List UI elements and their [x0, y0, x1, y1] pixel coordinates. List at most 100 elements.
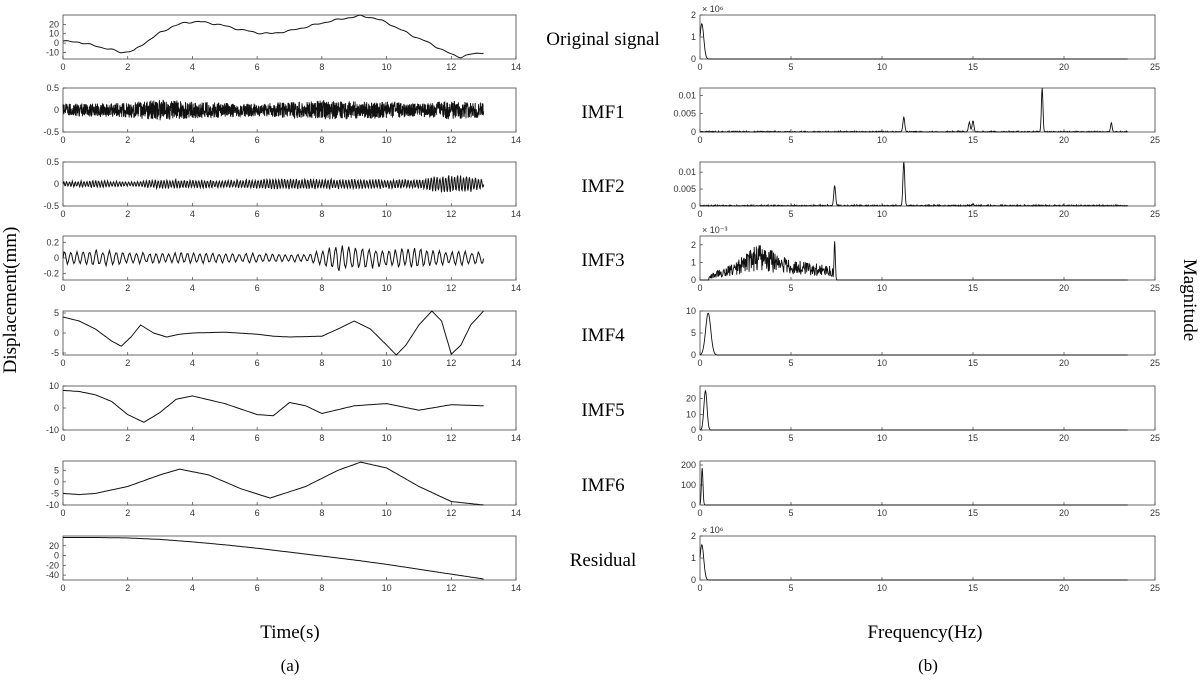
left-y-tick-label: 0	[54, 403, 59, 413]
right-x-axis-label: Frequency(Hz)	[867, 622, 982, 643]
left-x-tick-label: 2	[125, 283, 130, 293]
row-label: IMF3	[581, 250, 624, 271]
right-subplot-5: 0 5 10 15 20 25 20 10 0	[686, 385, 1160, 443]
right-plot-frame	[699, 235, 1156, 281]
right-spectrum-line	[699, 312, 1128, 356]
row-label: Residual	[570, 550, 637, 571]
left-x-tick-label: 12	[446, 209, 456, 219]
left-x-tick-label: 14	[511, 508, 521, 518]
left-x-tick-label: 10	[382, 135, 392, 145]
right-x-tick-label: 10	[877, 62, 887, 72]
left-series-line	[62, 14, 484, 59]
right-x-tick-label: 25	[1150, 508, 1160, 518]
right-plot-frame	[699, 14, 1156, 60]
right-plot-frame	[699, 460, 1156, 506]
right-spectrum-line	[699, 467, 1128, 506]
left-x-tick-label: 8	[319, 508, 324, 518]
left-x-tick-label: 6	[255, 135, 260, 145]
left-y-tick-label: -10	[46, 500, 59, 510]
right-x-tick-label: 10	[877, 583, 887, 593]
right-x-tick-label: 20	[1059, 283, 1069, 293]
left-x-tick-label: 10	[382, 209, 392, 219]
right-x-tick-label: 15	[968, 209, 978, 219]
left-y-tick-label: 0	[54, 477, 59, 487]
right-spectrum-line	[699, 87, 1128, 133]
right-x-tick-label: 15	[968, 433, 978, 443]
right-y-tick-label: 20	[686, 394, 696, 404]
right-x-tick-label: 5	[788, 433, 793, 443]
panel-label-a: (a)	[281, 656, 300, 675]
right-x-tick-label: 15	[968, 358, 978, 368]
left-x-tick-label: 10	[382, 433, 392, 443]
left-x-tick-label: 6	[255, 358, 260, 368]
right-y-tick-label: 0.005	[673, 109, 696, 119]
left-subplot-6: 0 2 4 6 8 10 12 14 5 0-5 -10	[46, 460, 521, 518]
left-subplot-3: 0 2 4 6 8 10 12 140.20-0.2	[43, 235, 521, 293]
right-subplot-2: 0 5 10 15 20 25 0.01 0.005 0	[673, 161, 1160, 219]
left-x-tick-label: 10	[382, 62, 392, 72]
left-plot-frame	[62, 460, 517, 506]
left-x-tick-label: 2	[125, 135, 130, 145]
left-plot-frame	[62, 14, 517, 60]
right-x-tick-label: 20	[1059, 583, 1069, 593]
right-y-tick-label: 2	[691, 531, 696, 541]
left-y-tick-label: 0	[54, 551, 59, 561]
row-label: IMF4	[581, 325, 625, 346]
left-y-tick-label: 0	[54, 105, 59, 115]
right-x-tick-label: 25	[1150, 62, 1160, 72]
left-y-tick-label: 0	[54, 253, 59, 263]
right-y-tick-label: 0	[691, 575, 696, 585]
row-label: IMF5	[581, 400, 624, 421]
left-x-tick-label: 12	[446, 135, 456, 145]
right-spectrum-line	[700, 241, 1128, 281]
right-x-tick-label: 25	[1150, 135, 1160, 145]
left-x-tick-label: 4	[190, 135, 195, 145]
right-x-tick-label: 5	[788, 583, 793, 593]
right-y-tick-label: 1	[691, 257, 696, 267]
left-x-tick-label: 10	[382, 583, 392, 593]
left-series-line	[62, 389, 484, 423]
right-y-tick-label: 10	[686, 306, 696, 316]
right-x-tick-label: 20	[1059, 62, 1069, 72]
left-x-tick-label: 10	[382, 358, 392, 368]
right-subplot-4: 0 5 10 15 20 25 10 5 0	[686, 306, 1160, 368]
right-plot-frame	[699, 87, 1156, 133]
left-x-tick-label: 0	[60, 358, 65, 368]
left-x-tick-label: 4	[190, 583, 195, 593]
left-x-tick-label: 8	[319, 583, 324, 593]
right-x-tick-label: 0	[697, 583, 702, 593]
right-x-tick-label: 20	[1059, 508, 1069, 518]
left-x-tick-label: 8	[319, 209, 324, 219]
right-x-tick-label: 5	[788, 358, 793, 368]
right-y-tick-label: 0	[691, 500, 696, 510]
left-x-tick-label: 8	[319, 433, 324, 443]
right-y-tick-label: 10	[686, 409, 696, 419]
right-plot-frame	[699, 161, 1156, 207]
left-x-tick-label: 14	[511, 283, 521, 293]
left-x-tick-label: 0	[60, 135, 65, 145]
left-x-tick-label: 12	[446, 508, 456, 518]
left-y-axis-label: Displacement(mm)	[0, 227, 21, 374]
right-y-tick-label: 2	[691, 10, 696, 20]
left-series-line	[62, 99, 485, 121]
left-x-tick-label: 4	[190, 62, 195, 72]
right-subplot-6: 0 5 10 15 20 25 200 100 0	[681, 460, 1160, 518]
left-x-tick-label: 14	[511, 62, 521, 72]
right-x-tick-label: 10	[877, 433, 887, 443]
left-y-tick-label: 0.5	[46, 157, 59, 167]
row-label: IMF6	[581, 475, 624, 496]
right-y-tick-label: 0	[691, 54, 696, 64]
left-x-tick-label: 12	[446, 583, 456, 593]
left-y-tick-label: 5	[54, 465, 59, 475]
left-y-tick-label: 10	[49, 29, 59, 39]
right-y-tick-label: 0.01	[678, 90, 696, 100]
left-series-line	[62, 175, 485, 193]
right-x-tick-label: 15	[968, 508, 978, 518]
right-x-tick-label: 20	[1059, 135, 1069, 145]
right-x-tick-label: 5	[788, 135, 793, 145]
right-spectrum-line	[699, 22, 1128, 60]
left-y-tick-label: 20	[49, 19, 59, 29]
right-y-tick-label: 5	[691, 328, 696, 338]
left-x-tick-label: 12	[446, 283, 456, 293]
